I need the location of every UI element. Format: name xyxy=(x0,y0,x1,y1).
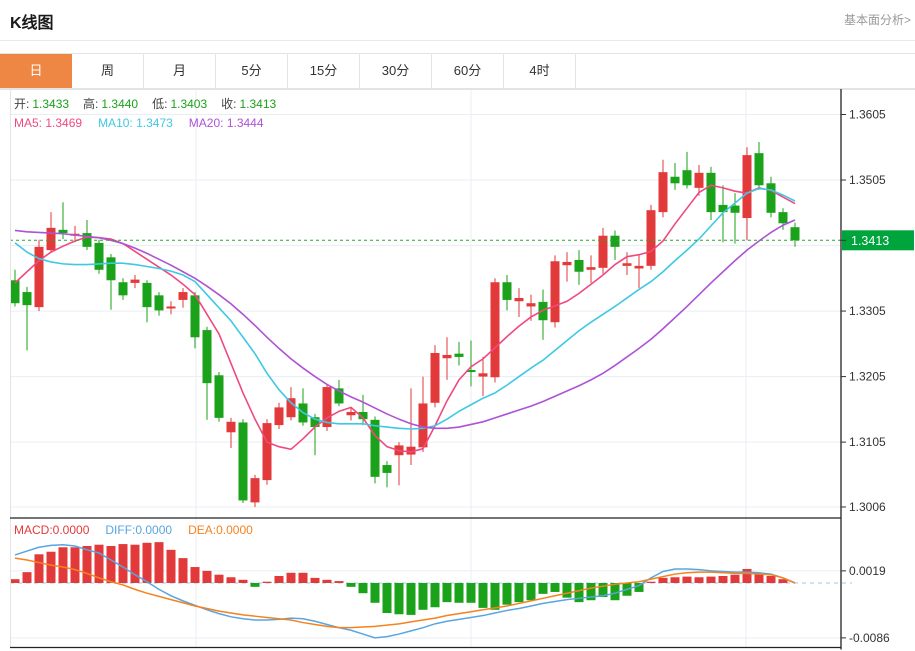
tab-day[interactable]: 日 xyxy=(0,54,72,88)
svg-text:-0.0086: -0.0086 xyxy=(849,631,890,645)
header: K线图 基本面分析> xyxy=(0,0,915,41)
pane-borders xyxy=(0,89,915,650)
svg-text:0.0019: 0.0019 xyxy=(849,564,886,578)
kline-chart-svg: 1.3605 1.3505 1.3305 1.3205 1.3105 1.3006 0.00… xyxy=(0,89,915,650)
svg-text:1.3205: 1.3205 xyxy=(849,370,886,384)
ma10-line xyxy=(14,187,796,430)
tab-5min[interactable]: 5分 xyxy=(216,54,288,88)
tab-week[interactable]: 周 xyxy=(72,54,144,88)
price-axis-labels: 1.3605 1.3505 1.3305 1.3205 1.3105 1.3006 0.00… xyxy=(841,108,890,645)
diff-line xyxy=(14,543,796,639)
tab-30min[interactable]: 30分 xyxy=(360,54,432,88)
svg-text:1.3006: 1.3006 xyxy=(849,500,886,514)
kline-chart-area[interactable]: 1.3605 1.3505 1.3305 1.3205 1.3105 1.3006 0.00… xyxy=(0,89,915,651)
fundamental-analysis-link[interactable]: 基本面分析> xyxy=(843,13,911,27)
svg-text:1.3505: 1.3505 xyxy=(849,173,886,187)
macd-histogram xyxy=(10,542,788,615)
tab-4hour[interactable]: 4时 xyxy=(504,54,576,88)
ma5-line xyxy=(14,184,796,453)
svg-text:1.3413: 1.3413 xyxy=(851,234,889,248)
svg-text:1.3105: 1.3105 xyxy=(849,435,886,449)
interval-tabs: 日周月 5分 15分 30分 60分 4时 xyxy=(0,53,915,89)
svg-text:1.3305: 1.3305 xyxy=(849,304,886,318)
tab-60min[interactable]: 60分 xyxy=(432,54,504,88)
page-title: K线图 xyxy=(10,15,54,32)
tab-15min[interactable]: 15分 xyxy=(288,54,360,88)
candles-layer xyxy=(10,142,800,507)
dea-line xyxy=(14,557,796,629)
ma20-line xyxy=(14,219,796,430)
current-price-badge: 1.3413 xyxy=(841,230,914,251)
tab-month[interactable]: 月 xyxy=(144,54,216,88)
svg-text:1.3605: 1.3605 xyxy=(849,108,886,122)
